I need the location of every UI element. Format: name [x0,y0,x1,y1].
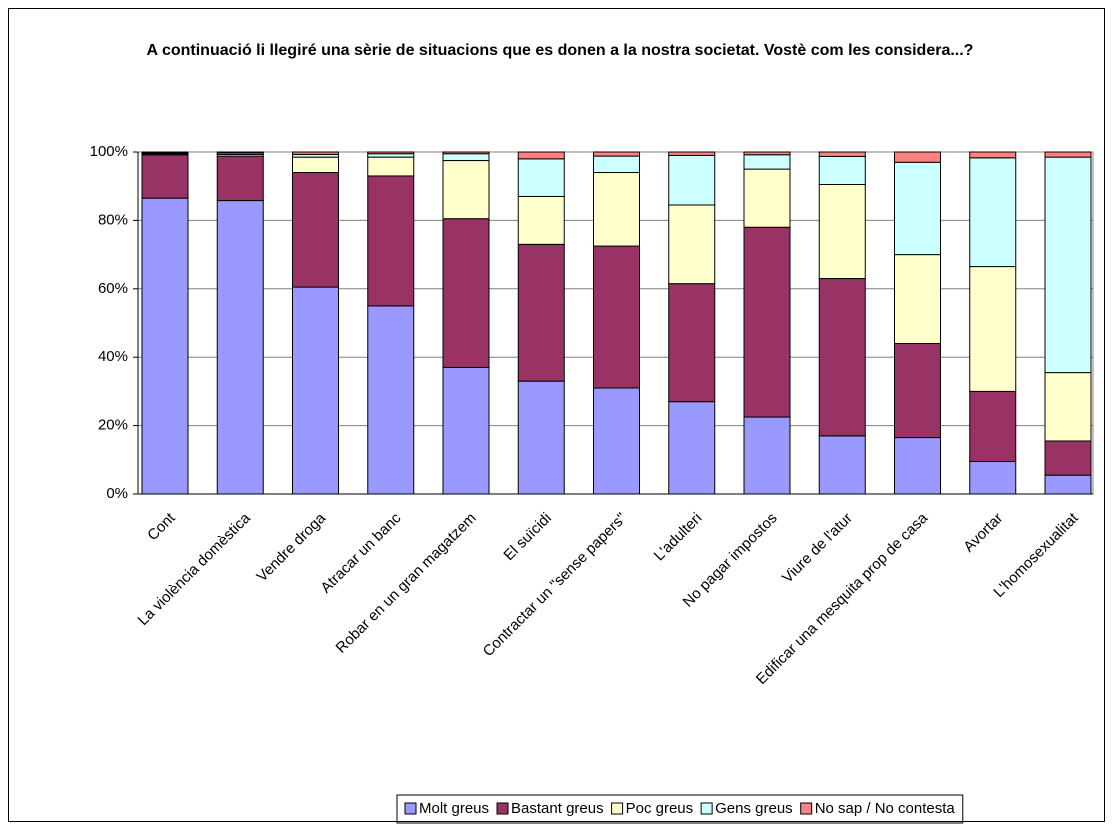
y-tick-label: 0% [106,485,128,502]
bar-segment [216,200,264,495]
chart-frame [8,8,1105,822]
x-tick-label: Atracar un banc [317,509,404,596]
bar-segment [818,151,866,157]
bar-segment [141,151,189,154]
bar-segment [668,283,716,403]
bar-segment [216,151,264,154]
bar-segment [894,254,941,345]
bar-segment [442,153,490,162]
legend-label: Molt greus [419,800,489,817]
bar-segment [743,168,791,228]
bar-segment [442,366,490,495]
bar-segment [517,195,565,245]
legend-label: Poc greus [626,800,694,817]
legend-swatch [404,802,417,815]
y-tick-label: 20% [98,417,128,434]
y-tick-label: 60% [98,280,128,297]
bar-segment [141,197,189,495]
bar-segment [367,151,415,155]
legend-swatch [496,802,509,815]
x-tick-label: Vendre droga [253,509,329,585]
legend-label: Bastant greus [511,800,604,817]
bar-segment [818,155,866,185]
legend-swatch [800,802,813,815]
bar-segment [442,151,490,155]
bar-segment [442,160,490,220]
bar-segment [743,151,791,156]
bar-segment [593,172,640,247]
bar-segment [593,245,640,389]
legend-box [396,794,964,824]
y-tick-label: 40% [98,348,128,365]
bar-segment [894,437,941,495]
legend-label: Gens greus [715,800,793,817]
bar-segment [743,416,791,495]
x-tick-label: Viure de l'atur [779,510,856,587]
bar-segment [668,154,716,206]
bar-segment [442,218,490,368]
x-tick-label: Robar en un gran magatzem [333,510,480,657]
bar-segment [216,155,264,202]
bar-segment [969,151,1017,159]
bar-segment [517,151,565,160]
bar-segment [969,266,1017,392]
bar-segment [1044,151,1092,158]
bar-segment [1044,440,1092,476]
bar-segment [818,278,866,437]
bar-segment [593,387,640,495]
x-tick-label: Cont [144,509,179,544]
x-tick-label: Avortar [960,510,1006,556]
bar-segment [1044,474,1092,495]
bar-segment [894,343,941,439]
legend-label: No sap / No contesta [815,800,956,817]
bar-segment [668,401,716,495]
y-tick-label: 80% [98,211,128,228]
bar-segment [743,226,791,418]
chart-title: A continuació li llegiré una sèrie de si… [146,42,974,59]
bar-segment [292,156,339,174]
bar-segment [818,435,866,495]
bar-segment [517,158,565,197]
x-tick-label: Contractar un "sense papers" [480,510,630,660]
bar-segment [668,204,716,285]
bar-segment [367,305,415,495]
x-tick-label: L'adulteri [651,510,706,565]
bar-segment [969,157,1017,268]
bar-segment [1044,372,1092,442]
bar-segment [593,151,640,157]
y-tick-label: 100% [90,143,128,160]
x-tick-label: Edificar una mesquita prop de casa [753,509,932,688]
bar-segment [969,461,1017,495]
bar-segment [894,161,941,256]
x-tick-label: El suïcidi [500,510,554,564]
legend-swatch [700,802,713,815]
legend-swatch [611,802,624,815]
bar-segment [141,154,189,199]
bar-segment [894,151,941,163]
bar-segment [668,151,716,156]
bar-segment [593,155,640,174]
bar-segment [818,183,866,280]
bar-segment [367,175,415,307]
bar-segment [969,390,1017,463]
bar-segment [292,286,339,495]
bar-segment [292,151,339,155]
bar-segment [1044,156,1092,374]
bar-segment [367,156,415,177]
bar-segment [367,153,415,158]
bar-segment [292,172,339,288]
bar-segment [743,154,791,170]
bar-segment [517,243,565,382]
bar-segment [517,380,565,495]
